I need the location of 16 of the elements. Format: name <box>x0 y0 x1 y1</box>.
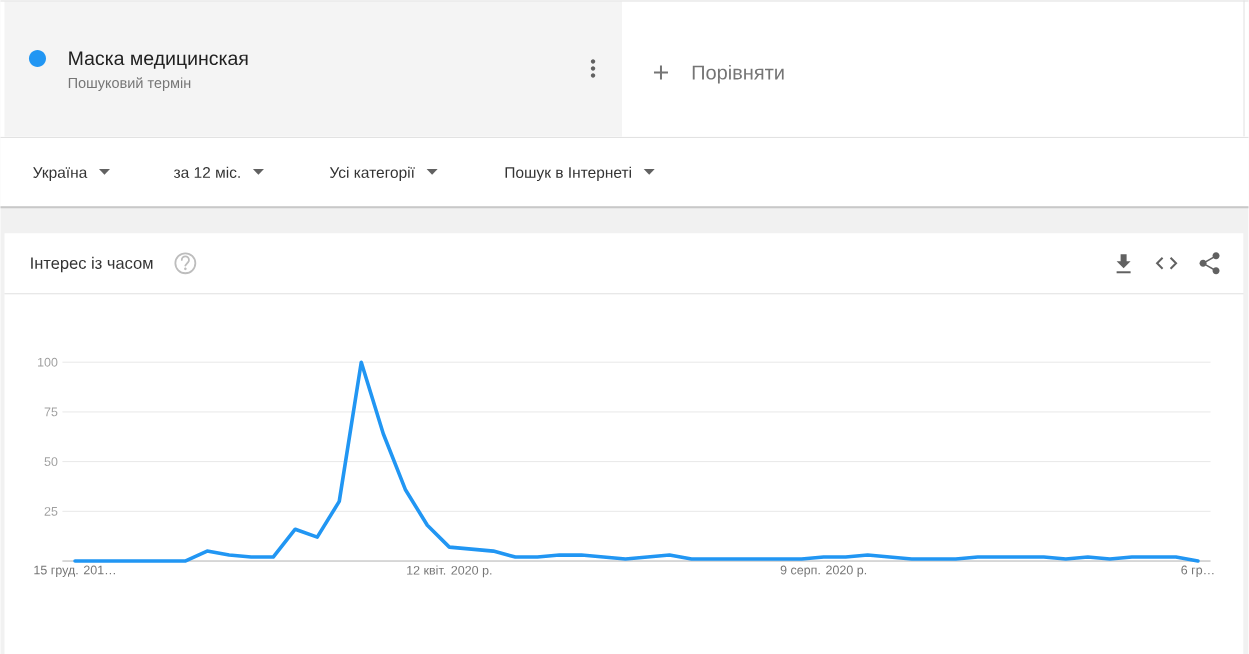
y-tick-label: 25 <box>44 506 58 516</box>
text: за 12 міс. <box>173 166 240 179</box>
text: Пошук в Інтернеті <box>505 166 631 182</box>
text: Україна <box>33 167 88 182</box>
x-tick-label: 15 груд. 201… <box>34 565 115 577</box>
text: Пошуковий термін <box>68 77 191 91</box>
chart-title: Інтерес із часом <box>31 256 153 273</box>
x-tick-label: 12 квіт. 2020 р. <box>407 565 492 578</box>
legend-label: Маска медицинская <box>69 51 248 69</box>
text: Усі категорії <box>329 166 415 182</box>
text: Порівняти <box>692 64 784 84</box>
y-tick-label: 75 <box>44 407 58 417</box>
x-tick-label: 6 гр… <box>1181 565 1214 577</box>
y-tick-label: 50 <box>44 457 58 467</box>
y-tick-label: 100 <box>38 357 58 367</box>
x-tick-label: 9 серп. 2020 р. <box>780 565 867 577</box>
